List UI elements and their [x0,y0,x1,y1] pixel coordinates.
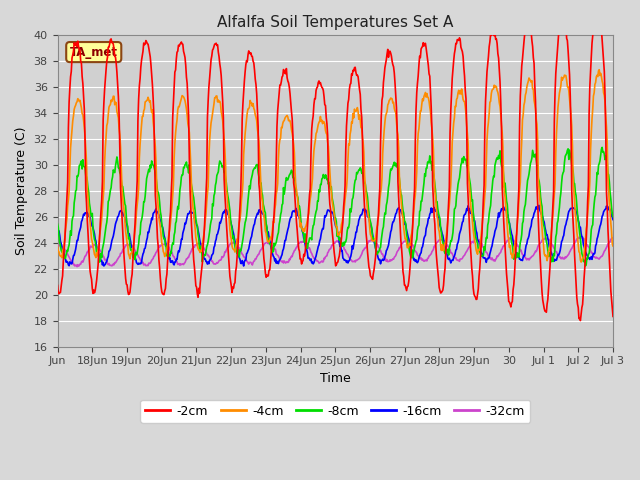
Text: TA_met: TA_met [70,46,118,59]
Y-axis label: Soil Temperature (C): Soil Temperature (C) [15,127,28,255]
X-axis label: Time: Time [320,372,351,385]
Title: Alfalfa Soil Temperatures Set A: Alfalfa Soil Temperatures Set A [217,15,454,30]
Legend: -2cm, -4cm, -8cm, -16cm, -32cm: -2cm, -4cm, -8cm, -16cm, -32cm [140,400,530,423]
